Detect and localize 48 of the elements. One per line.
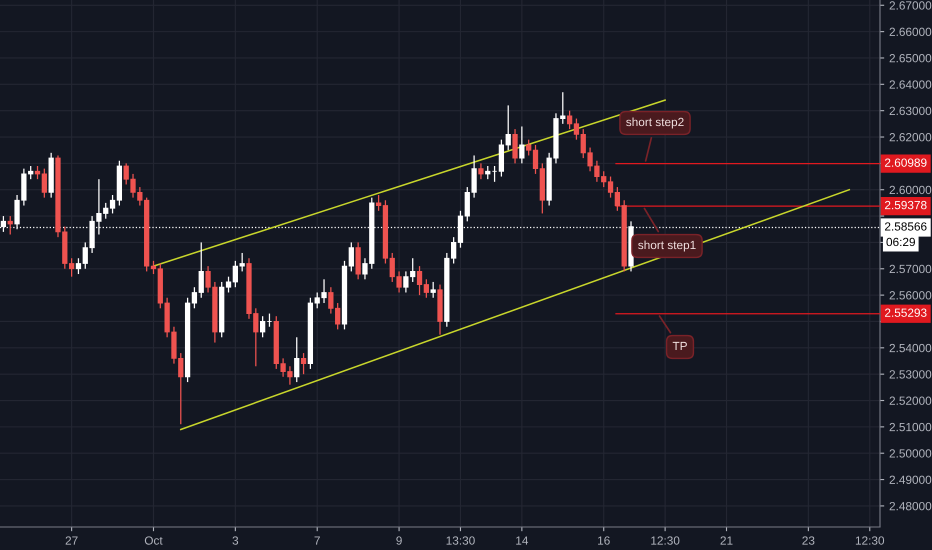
candlestick <box>566 110 572 130</box>
annotation: TP <box>672 342 687 350</box>
candlestick <box>205 266 211 294</box>
y-tick-label: 2.52000 <box>890 396 932 405</box>
y-tick-label: 2.65000 <box>890 54 932 62</box>
candlestick <box>519 126 524 164</box>
y-tick-label: 2.53000 <box>890 370 932 379</box>
y-tick-label: 2.56000 <box>890 291 932 300</box>
y-tick-label: 2.64000 <box>890 80 932 89</box>
candlestick <box>478 162 484 180</box>
y-tick-label: 2.60000 <box>890 186 932 194</box>
candlestick <box>485 165 490 180</box>
x-tick-label: 16 <box>598 536 610 545</box>
y-tick-label: 2.54000 <box>890 344 932 352</box>
x-tick-label: 13:30 <box>446 536 475 545</box>
text: 06:29 <box>886 238 915 246</box>
annotation: short step2 <box>626 118 684 129</box>
candlestick <box>294 336 300 383</box>
candlestick <box>8 215 13 236</box>
y-tick-label: 2.48000 <box>890 502 932 510</box>
x-tick-label: 12:30 <box>856 536 884 545</box>
candlestick <box>512 128 518 164</box>
y-tick-label: 2.57000 <box>890 264 932 274</box>
x-tick-label: Oct <box>144 536 163 545</box>
ref-line-label: 2.59378 <box>884 200 927 210</box>
candlestick <box>376 194 382 212</box>
x-tick-label: 12:30 <box>651 536 680 545</box>
x-tick-label: 3 <box>232 536 238 545</box>
x-tick-label: 14 <box>516 536 528 545</box>
y-tick-label: 2.66000 <box>890 28 932 36</box>
y-tick-label: 2.67000 <box>890 1 932 10</box>
y-tick-label: 2.63000 <box>890 106 932 116</box>
ref-line-label: 2.58566 <box>884 222 927 231</box>
annotation: short step1 <box>638 240 696 252</box>
y-tick-label: 2.49000 <box>890 476 932 484</box>
y-tick-label: 2.62000 <box>890 133 932 142</box>
candlestick <box>287 366 293 386</box>
candlestick <box>430 281 436 298</box>
x-tick-label: 9 <box>396 536 402 545</box>
x-tick-label: 23 <box>802 536 814 545</box>
x-tick-label: 7 <box>314 536 320 545</box>
y-tick-label: 2.50000 <box>890 449 932 458</box>
x-tick-label: 21 <box>720 536 732 545</box>
ref-line-label: 2.60989 <box>884 158 927 167</box>
ref-line-label: 2.55293 <box>884 308 927 317</box>
candlestick <box>300 352 306 375</box>
y-tick-label: 2.51000 <box>890 422 932 432</box>
x-tick-label: 27 <box>66 536 78 545</box>
